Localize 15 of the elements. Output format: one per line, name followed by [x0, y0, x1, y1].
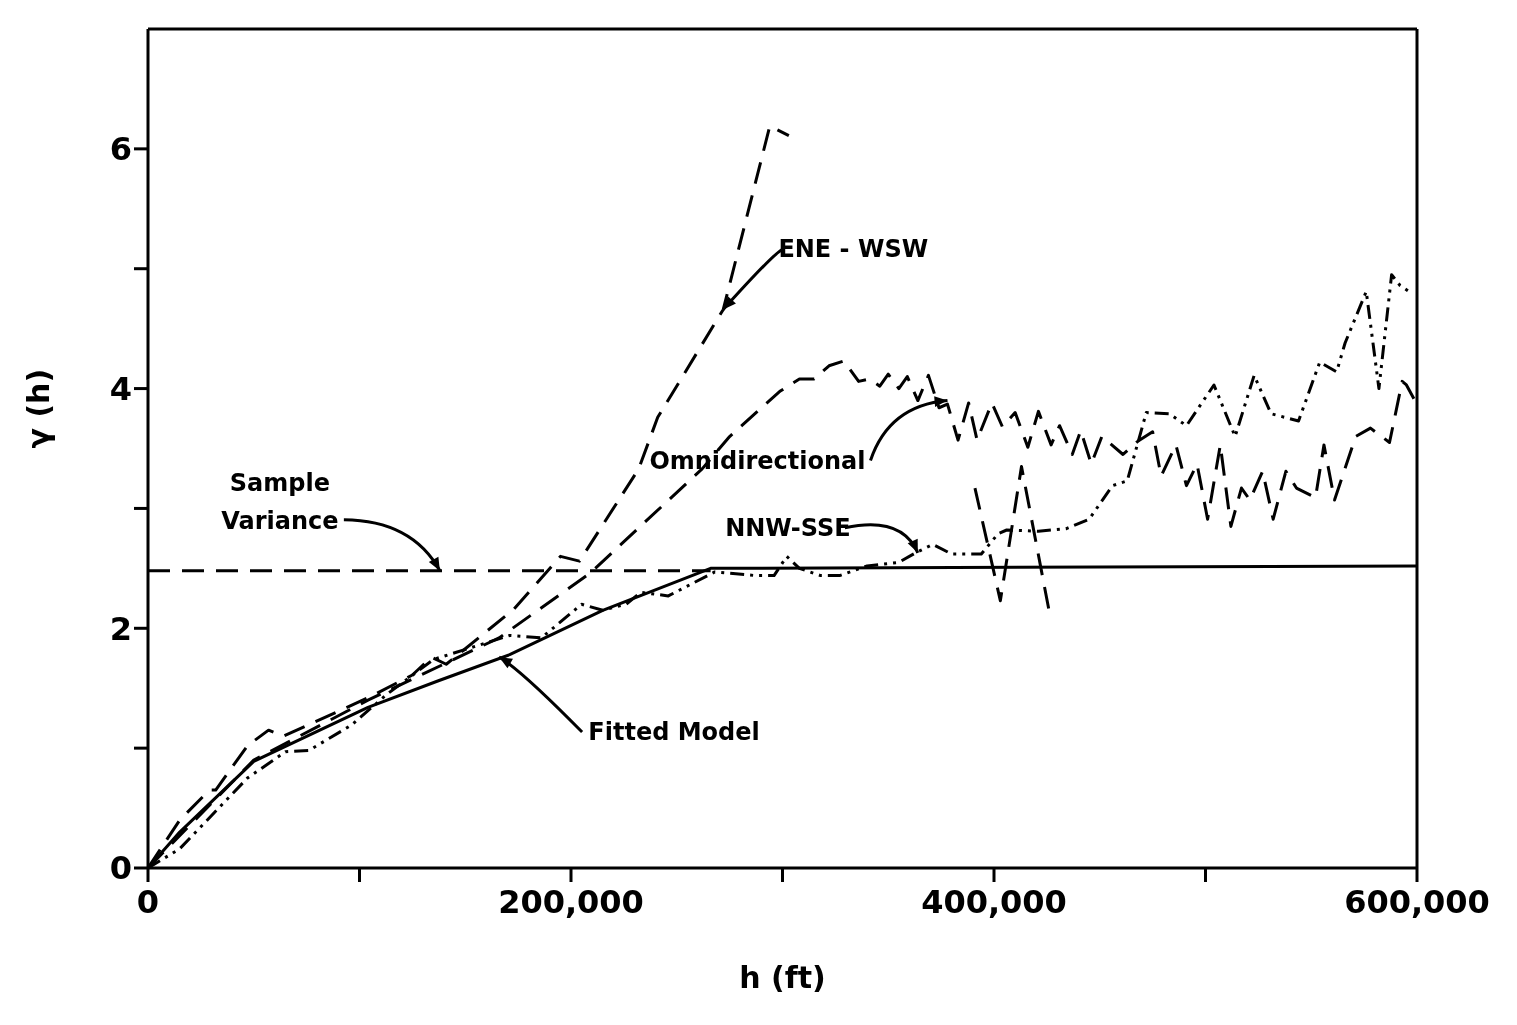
annotation: Omnidirectional — [649, 446, 866, 475]
y-tick-label: 0 — [109, 849, 132, 888]
x-tick-label: 200,000 — [498, 882, 644, 921]
x-tick-label: 600,000 — [1344, 882, 1490, 921]
x-tick-label: 0 — [136, 882, 160, 921]
y-axis-title: γ (h) — [20, 368, 56, 449]
y-tick-label: 2 — [109, 609, 132, 648]
annotation: ENE - WSW — [778, 235, 929, 264]
y-tick-label: 6 — [109, 130, 132, 169]
annotation: Fitted Model — [588, 718, 760, 747]
x-axis-title: h (ft) — [739, 960, 826, 995]
annotation: Sample Variance — [221, 468, 339, 535]
x-tick-label: 400,000 — [921, 882, 1067, 921]
annotation: NNW-SSE — [725, 513, 851, 542]
y-tick-label: 4 — [109, 369, 132, 408]
